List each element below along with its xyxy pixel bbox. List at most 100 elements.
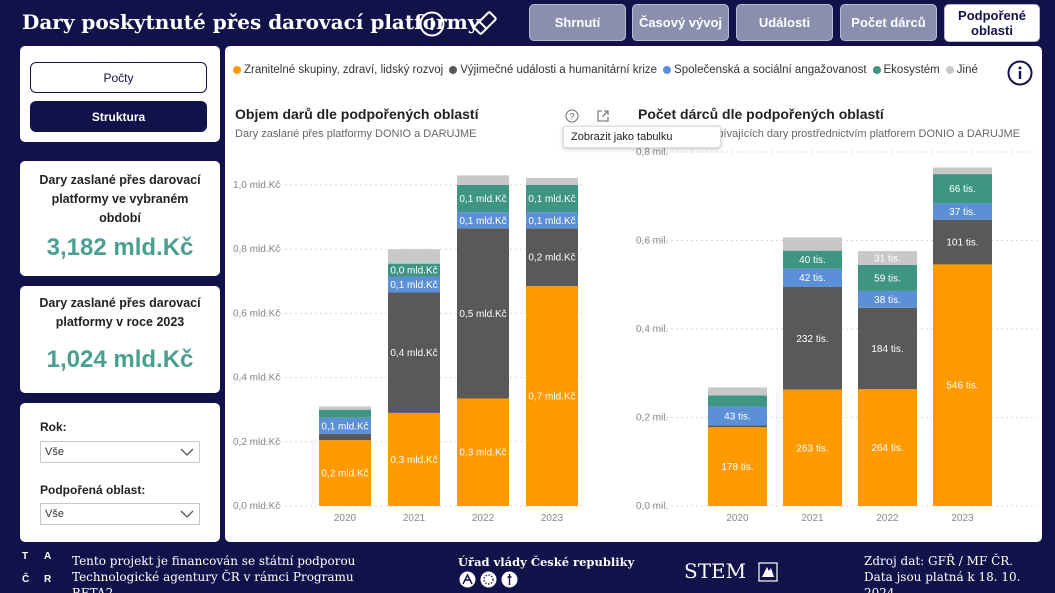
bar-segment[interactable] (457, 212, 509, 229)
legend-item[interactable]: Jiné (945, 64, 978, 76)
bar-segment[interactable] (858, 290, 917, 308)
data-label: 40 tis. (799, 255, 826, 266)
data-label: 0,1 mld.Kč (390, 280, 437, 291)
bar-segment[interactable] (388, 276, 440, 293)
bar-segment[interactable] (526, 177, 578, 185)
bar-segment[interactable] (457, 228, 509, 399)
kpi-2023-label: Dary zaslané přes darovací platformy v r… (39, 296, 201, 329)
bar-segment[interactable] (457, 185, 509, 213)
bar-segment[interactable] (526, 286, 578, 506)
bar-segment[interactable] (319, 409, 371, 418)
y-tick-label: 0,0 mil. (636, 501, 668, 512)
bar-segment[interactable] (933, 264, 992, 506)
data-label: 178 tis. (721, 462, 753, 473)
bar-segment[interactable] (708, 387, 767, 396)
bar-segment[interactable] (783, 268, 842, 287)
bar-segment[interactable] (708, 406, 767, 426)
legend-label: Výjimečné události a humanitární krize (460, 64, 658, 76)
bar-segment[interactable] (319, 440, 371, 506)
year-filter-label: Rok: (40, 420, 67, 434)
area-filter-value: Vše (45, 508, 64, 520)
tab-events[interactable]: Události (736, 4, 833, 41)
y-tick-label: 0,6 mld.Kč (233, 308, 280, 319)
data-label: 0,1 mld.Kč (528, 194, 575, 205)
y-tick-label: 0,8 mil. (636, 147, 668, 158)
y-tick-label: 0,6 mil. (636, 236, 668, 247)
funding-note: Tento projekt je financován se státní po… (72, 554, 356, 593)
data-label: 43 tis. (724, 411, 751, 422)
data-label: 38 tis. (874, 295, 901, 306)
bar-segment[interactable] (858, 389, 917, 506)
structure-toggle-button[interactable]: Struktura (30, 101, 207, 132)
charts-panel: Zranitelné skupiny, zdraví, lidský rozvo… (225, 46, 1042, 542)
help-icon[interactable]: ? (564, 108, 580, 124)
tacr-logo-letter: R (44, 574, 52, 585)
bar-segment[interactable] (933, 203, 992, 220)
bar-segment[interactable] (319, 417, 371, 434)
legend-item[interactable]: Výjimečné události a humanitární krize (449, 64, 657, 76)
bar-segment[interactable] (319, 433, 371, 441)
y-tick-label: 0,8 mld.Kč (233, 244, 280, 255)
legend-dot (872, 66, 881, 74)
bar-segment[interactable] (319, 406, 371, 410)
tab-time-trend[interactable]: Časový vývoj (632, 4, 729, 41)
page-title: Dary poskytnuté přes darovací platformy (22, 10, 480, 34)
show-as-table-tooltip[interactable]: Zobrazit jako tabulku (563, 126, 721, 148)
kpi-2023-value: 1,024 mld.Kč (46, 346, 194, 373)
data-label: 59 tis. (874, 273, 901, 284)
legend-item[interactable]: Zranitelné skupiny, zdraví, lidský rozvo… (233, 64, 443, 76)
bar-segment[interactable] (783, 389, 842, 506)
bar-segment[interactable] (457, 175, 509, 185)
counts-toggle-button[interactable]: Počty (30, 62, 207, 93)
data-label: 263 tis. (796, 443, 828, 454)
year-filter-dropdown[interactable]: Vše (40, 441, 200, 463)
legend-label: Zranitelné skupiny, zdraví, lidský rozvo… (244, 64, 444, 76)
bar-segment[interactable] (783, 250, 842, 269)
bar-segment[interactable] (388, 249, 440, 264)
data-label: 546 tis. (946, 381, 978, 392)
bar-segment[interactable] (526, 228, 578, 287)
bar-segment[interactable] (388, 292, 440, 413)
bar-segment[interactable] (933, 167, 992, 175)
bar-segment[interactable] (708, 427, 767, 506)
bar-segment[interactable] (526, 212, 578, 229)
data-label: 0,1 mld.Kč (528, 216, 575, 227)
kpi-total-label: Dary zaslané přes darovací platformy ve … (39, 173, 201, 225)
chart2-svg: 0,0 mil. 0,2 mil. 0,4 mil. 0,6 mil. 0,8 mil.… (636, 147, 1037, 524)
tab-supported-areas[interactable]: Podpořené oblasti (944, 4, 1040, 42)
tab-donor-count[interactable]: Počet dárců (840, 4, 937, 41)
bar-segment[interactable] (858, 307, 917, 390)
bar-segment[interactable] (933, 219, 992, 265)
bar-segment[interactable] (783, 237, 842, 251)
area-filter-dropdown[interactable]: Vše (40, 503, 200, 525)
stem-logo-icon (758, 562, 778, 582)
info-icon[interactable] (419, 11, 445, 37)
legend-dot (945, 66, 954, 74)
data-label: 0,1 mld.Kč (321, 421, 368, 432)
data-label: 37 tis. (949, 207, 976, 218)
bar-segment[interactable] (526, 185, 578, 213)
tacr-logo-letter: A (44, 551, 52, 562)
bar-segment[interactable] (457, 398, 509, 506)
bar-segment[interactable] (858, 264, 917, 291)
bar-segment[interactable] (858, 251, 917, 265)
tacr-logo-letter: Č (22, 574, 30, 585)
data-label: 264 tis. (871, 443, 903, 454)
stem-logo: STEM (684, 559, 747, 583)
chart2-title: Počet dárců dle podpořených oblastí (638, 106, 884, 122)
bar-segment[interactable] (388, 263, 440, 277)
bar-segment[interactable] (708, 425, 767, 428)
legend-item[interactable]: Společenská a sociální angažovanost (663, 64, 867, 76)
chevron-down-icon (180, 510, 194, 518)
kpi-2023-card: Dary zaslané přes darovací platformy v r… (20, 286, 220, 393)
bar-segment[interactable] (933, 174, 992, 204)
bar-segment[interactable] (388, 412, 440, 506)
eraser-icon[interactable] (470, 9, 500, 37)
bar-segment[interactable] (783, 286, 842, 390)
expand-icon[interactable] (595, 108, 611, 124)
bar-segment[interactable] (708, 395, 767, 407)
svg-text:?: ? (569, 112, 574, 122)
info-icon[interactable] (1007, 60, 1033, 86)
legend-item[interactable]: Ekosystém (872, 64, 940, 76)
tab-summary[interactable]: Shrnutí (529, 4, 626, 41)
